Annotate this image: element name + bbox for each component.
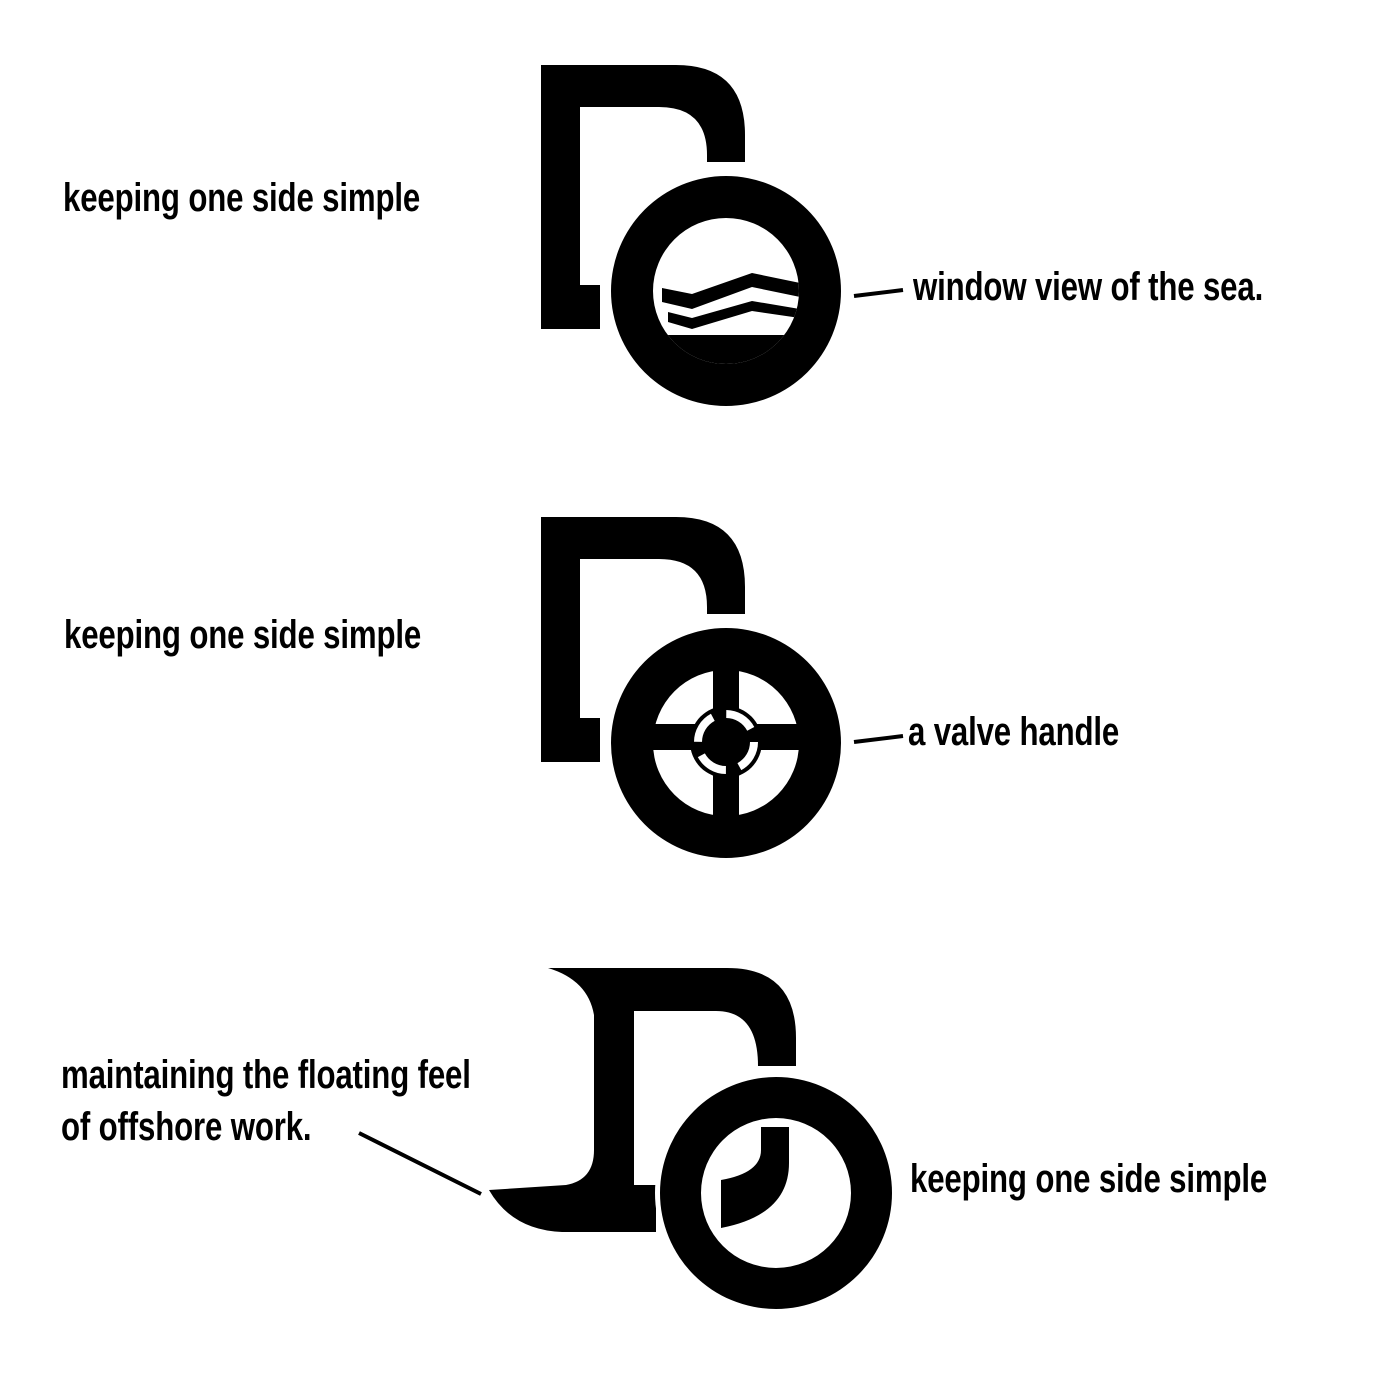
inner-hook-icon (721, 1127, 789, 1228)
concept-3-callout-line-2: of offshore work. (61, 1105, 312, 1149)
concept-2-do-mark (541, 517, 904, 863)
concept-1-side-label: keeping one side simple (63, 176, 421, 220)
porthole-ring (605, 623, 847, 863)
concept-1-callout: window view of the sea. (913, 265, 1264, 309)
callout-leader-line (358, 1131, 482, 1196)
valve-handle-icon (643, 660, 809, 826)
concept-3-callout-line-1: maintaining the floating feel (61, 1053, 471, 1097)
concept-1-do-mark (541, 65, 904, 411)
callout-leader-line (853, 734, 904, 744)
callout-leader-line (853, 288, 904, 298)
letter-d-shape (541, 65, 745, 329)
concept-3-do-mark (358, 968, 898, 1314)
porthole-ring (654, 1072, 898, 1314)
concept-2-callout: a valve handle (908, 710, 1120, 754)
letter-d-shape (541, 517, 745, 762)
concept-2-side-label: keeping one side simple (64, 613, 422, 657)
letter-d-shape (489, 968, 796, 1232)
concept-3-side-label: keeping one side simple (910, 1157, 1268, 1201)
